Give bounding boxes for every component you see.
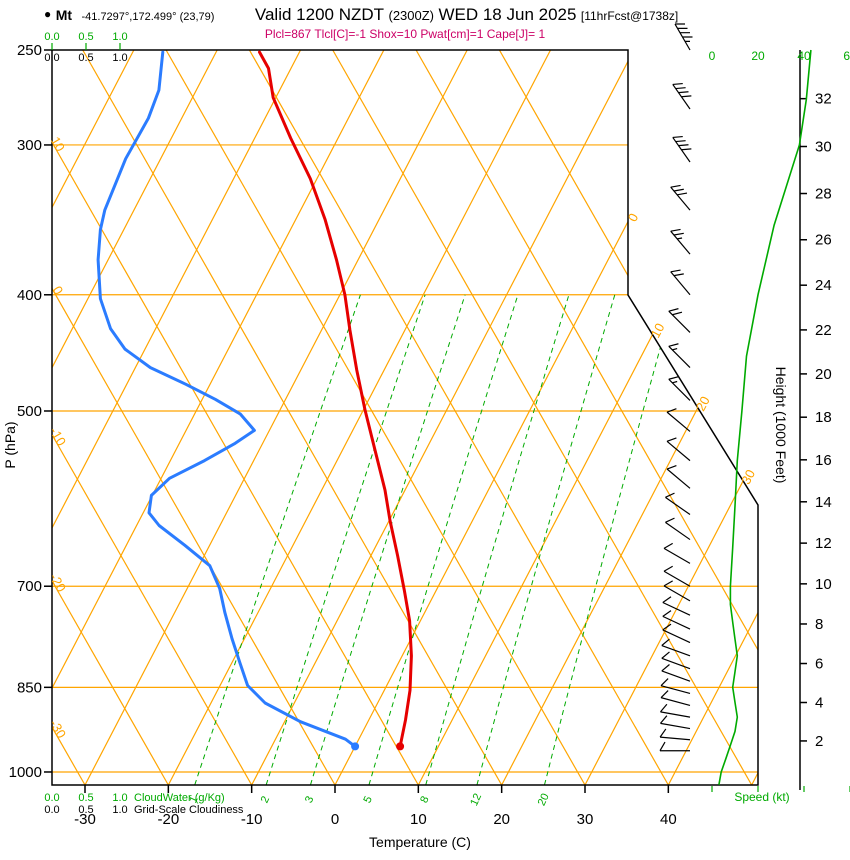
temperature-curve xyxy=(258,50,413,751)
svg-text:Speed (kt): Speed (kt) xyxy=(734,790,789,804)
speed-axis: 0 20 40 60 Speed (kt) xyxy=(709,49,850,804)
stability-indices: Plcl=867 Tlcl[C]=-1 Shox=10 Pwat[cm]=1 C… xyxy=(264,27,546,41)
svg-text:CloudWater (g/Kg): CloudWater (g/Kg) xyxy=(134,792,225,804)
svg-text:10: 10 xyxy=(815,576,832,593)
svg-text:1000: 1000 xyxy=(9,764,42,781)
svg-text:24: 24 xyxy=(815,277,832,294)
svg-text:22: 22 xyxy=(815,322,832,339)
svg-text:20: 20 xyxy=(693,394,713,414)
svg-text:6: 6 xyxy=(815,656,823,673)
station-name: Mt xyxy=(55,7,73,23)
svg-text:26: 26 xyxy=(815,232,832,249)
svg-text:10: 10 xyxy=(648,321,668,341)
svg-text:850: 850 xyxy=(17,679,42,696)
svg-text:-30: -30 xyxy=(74,811,96,828)
svg-text:0.5: 0.5 xyxy=(78,31,93,43)
svg-text:30: 30 xyxy=(738,467,758,487)
dewpoint-curve xyxy=(96,50,360,751)
svg-text:Grid-Scale Cloudiness: Grid-Scale Cloudiness xyxy=(134,804,244,816)
cloudwater-scale: 0.00.00.00.00.50.50.50.51.01.01.01.0Clou… xyxy=(44,31,244,816)
svg-text:40: 40 xyxy=(660,811,677,828)
svg-text:5: 5 xyxy=(361,794,374,805)
svg-text:4: 4 xyxy=(815,695,823,712)
svg-text:0.5: 0.5 xyxy=(78,52,93,64)
svg-text:-10: -10 xyxy=(47,425,69,449)
svg-text:40: 40 xyxy=(797,49,811,63)
svg-text:2: 2 xyxy=(815,733,823,750)
svg-text:60: 60 xyxy=(843,49,850,63)
svg-text:32: 32 xyxy=(815,91,832,108)
station-coords: -41.7297°,172.499° (23,79) xyxy=(81,11,215,23)
svg-text:18: 18 xyxy=(815,409,832,426)
svg-text:30: 30 xyxy=(577,811,594,828)
svg-text:-20: -20 xyxy=(157,811,179,828)
speed-profile-curve xyxy=(718,49,812,785)
svg-text:1.0: 1.0 xyxy=(112,31,127,43)
valid-date: WED 18 Jun 2025 xyxy=(438,5,577,24)
svg-text:0.0: 0.0 xyxy=(44,31,59,43)
svg-text:8: 8 xyxy=(815,616,823,633)
chart-header: ● Mt -41.7297°,172.499° (23,79) Valid 12… xyxy=(44,5,678,25)
svg-text:0: 0 xyxy=(331,811,339,828)
svg-text:700: 700 xyxy=(17,578,42,595)
mixing-ratio-labels: 1 2 3 5 8 12 20 xyxy=(187,792,552,808)
pressure-axis: 250 300 400 500 700 850 1000 P (hPa) xyxy=(2,42,52,781)
svg-text:3: 3 xyxy=(303,794,316,805)
wind-barbs xyxy=(659,23,693,752)
valid-time: Valid 1200 NZDT xyxy=(254,5,385,24)
svg-text:Height (1000 Feet): Height (1000 Feet) xyxy=(773,367,789,484)
svg-text:16: 16 xyxy=(815,452,832,469)
svg-text:300: 300 xyxy=(17,137,42,154)
svg-text:20: 20 xyxy=(536,792,552,808)
svg-text:-20: -20 xyxy=(47,571,69,595)
station-bullet-icon: ● xyxy=(44,7,52,21)
svg-text:-30: -30 xyxy=(47,717,69,741)
plot-frame xyxy=(51,49,759,786)
svg-text:14: 14 xyxy=(815,494,832,511)
svg-text:12: 12 xyxy=(815,535,832,552)
svg-text:0.5: 0.5 xyxy=(78,804,93,816)
svg-text:8: 8 xyxy=(418,794,431,805)
mixing-ratio-lines xyxy=(194,294,676,785)
svg-text:0.0: 0.0 xyxy=(44,52,59,64)
svg-text:0.0: 0.0 xyxy=(44,792,59,804)
svg-text:20: 20 xyxy=(493,811,510,828)
svg-text:250: 250 xyxy=(17,42,42,59)
svg-text:400: 400 xyxy=(17,287,42,304)
svg-text:500: 500 xyxy=(17,403,42,420)
svg-text:2: 2 xyxy=(259,794,272,805)
svg-text:1.0: 1.0 xyxy=(112,52,127,64)
svg-text:10: 10 xyxy=(410,811,427,828)
svg-text:12: 12 xyxy=(468,792,484,808)
svg-text:0: 0 xyxy=(709,49,716,63)
svg-text:P (hPa): P (hPa) xyxy=(2,421,18,468)
svg-text:0.5: 0.5 xyxy=(78,792,93,804)
svg-text:1.0: 1.0 xyxy=(112,804,127,816)
skewt-grid xyxy=(52,50,758,785)
forecast-hour: [11hrFcst@1738z] xyxy=(580,9,679,23)
temperature-axis: -30 -20 -10 0 10 20 30 40 Temperature (C) xyxy=(74,785,677,850)
svg-text:28: 28 xyxy=(815,186,832,203)
svg-text:Temperature (C): Temperature (C) xyxy=(369,834,471,850)
svg-text:0.0: 0.0 xyxy=(44,804,59,816)
svg-text:1: 1 xyxy=(187,794,200,805)
svg-text:10: 10 xyxy=(48,134,68,154)
svg-text:-10: -10 xyxy=(241,811,263,828)
svg-text:30: 30 xyxy=(815,139,832,156)
svg-text:20: 20 xyxy=(815,366,832,383)
svg-text:1.0: 1.0 xyxy=(112,792,127,804)
svg-text:20: 20 xyxy=(751,49,765,63)
valid-time-z: (2300Z) xyxy=(388,8,435,23)
